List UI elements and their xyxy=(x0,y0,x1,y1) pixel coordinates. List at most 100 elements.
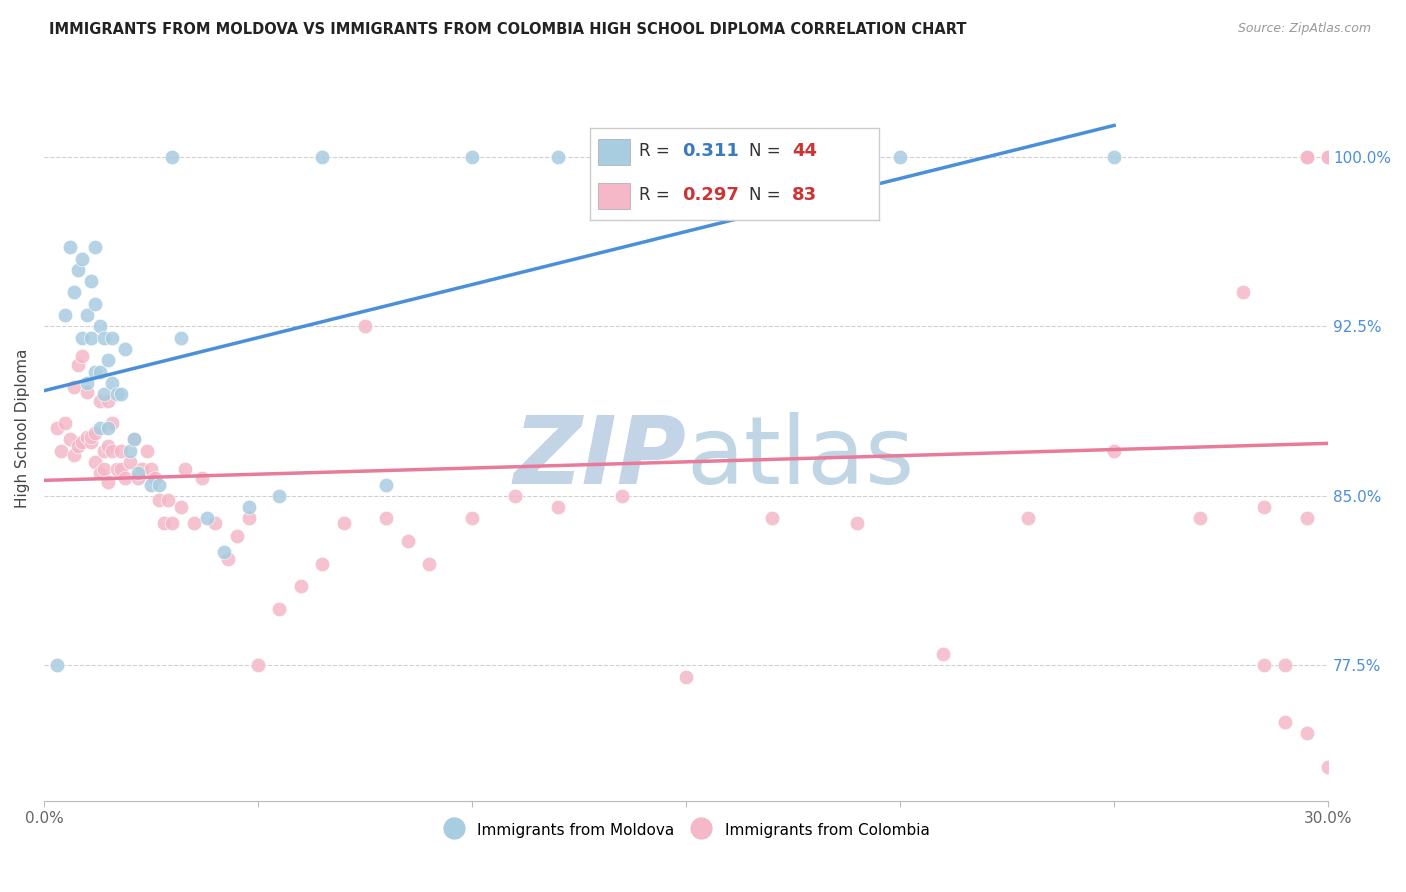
Point xyxy=(1339,150,1361,164)
Point xyxy=(53,417,76,431)
Point xyxy=(1295,511,1317,525)
Point xyxy=(1274,658,1296,673)
Point xyxy=(89,364,111,378)
Point xyxy=(101,330,124,344)
Point xyxy=(139,461,162,475)
Point xyxy=(191,471,214,485)
Point xyxy=(1317,150,1340,164)
Point xyxy=(84,240,107,254)
Text: ZIP: ZIP xyxy=(513,412,686,504)
Point xyxy=(1102,150,1125,164)
Point xyxy=(67,439,90,453)
Point xyxy=(217,552,239,566)
Point xyxy=(93,387,115,401)
Point xyxy=(675,670,697,684)
Point xyxy=(89,421,111,435)
Point xyxy=(76,308,98,322)
Text: Source: ZipAtlas.com: Source: ZipAtlas.com xyxy=(1237,22,1371,36)
Point xyxy=(53,308,76,322)
Point xyxy=(63,380,86,394)
Point xyxy=(170,500,193,515)
Point xyxy=(72,434,94,449)
Point xyxy=(89,319,111,334)
Point xyxy=(761,511,783,525)
Point xyxy=(114,342,136,356)
Text: 0.311: 0.311 xyxy=(682,142,740,160)
Point xyxy=(932,647,955,661)
Point xyxy=(162,150,184,164)
Y-axis label: High School Diploma: High School Diploma xyxy=(15,348,30,508)
Point xyxy=(84,455,107,469)
Point xyxy=(503,489,526,503)
Point xyxy=(375,477,398,491)
Point xyxy=(93,443,115,458)
Point xyxy=(1274,714,1296,729)
Point xyxy=(461,150,484,164)
Text: 83: 83 xyxy=(792,186,817,204)
Point xyxy=(76,384,98,399)
Point xyxy=(63,285,86,300)
Point xyxy=(122,432,145,446)
Point xyxy=(84,296,107,310)
FancyBboxPatch shape xyxy=(599,139,630,165)
Point xyxy=(76,376,98,390)
Text: 44: 44 xyxy=(792,142,817,160)
Point xyxy=(889,150,911,164)
Point xyxy=(122,432,145,446)
Point xyxy=(89,393,111,408)
Point xyxy=(238,500,260,515)
Point xyxy=(311,557,333,571)
Point xyxy=(80,434,103,449)
Text: atlas: atlas xyxy=(686,412,914,504)
Point xyxy=(97,421,120,435)
Point xyxy=(143,471,166,485)
Point xyxy=(1360,150,1382,164)
Point xyxy=(93,461,115,475)
Point xyxy=(110,387,132,401)
Point xyxy=(547,500,569,515)
Point xyxy=(290,579,312,593)
Point xyxy=(97,439,120,453)
Point xyxy=(89,467,111,481)
Point xyxy=(225,529,247,543)
Point xyxy=(1232,285,1254,300)
Point xyxy=(72,252,94,266)
Point xyxy=(148,477,170,491)
Point xyxy=(269,602,291,616)
Point xyxy=(118,443,141,458)
Point xyxy=(118,455,141,469)
Point xyxy=(135,443,157,458)
Point xyxy=(93,330,115,344)
Point xyxy=(246,658,269,673)
Point xyxy=(170,330,193,344)
Point xyxy=(110,443,132,458)
Point xyxy=(375,511,398,525)
Point xyxy=(114,471,136,485)
Point xyxy=(547,150,569,164)
Point xyxy=(139,477,162,491)
Point xyxy=(461,511,484,525)
FancyBboxPatch shape xyxy=(599,183,630,210)
Point xyxy=(1253,658,1275,673)
Text: R =: R = xyxy=(638,142,675,160)
Point xyxy=(84,425,107,440)
Point xyxy=(76,430,98,444)
Point xyxy=(1188,511,1211,525)
Text: IMMIGRANTS FROM MOLDOVA VS IMMIGRANTS FROM COLOMBIA HIGH SCHOOL DIPLOMA CORRELAT: IMMIGRANTS FROM MOLDOVA VS IMMIGRANTS FR… xyxy=(49,22,967,37)
Point xyxy=(238,511,260,525)
Point xyxy=(183,516,205,530)
Legend: Immigrants from Moldova, Immigrants from Colombia: Immigrants from Moldova, Immigrants from… xyxy=(436,814,936,846)
Point xyxy=(174,461,197,475)
Text: 0.297: 0.297 xyxy=(682,186,740,204)
Point xyxy=(45,658,67,673)
Point xyxy=(127,467,149,481)
Point xyxy=(110,461,132,475)
Point xyxy=(67,358,90,372)
Point xyxy=(101,417,124,431)
Text: R =: R = xyxy=(638,186,675,204)
Point xyxy=(67,262,90,277)
Point xyxy=(97,475,120,490)
Point xyxy=(101,443,124,458)
Point xyxy=(195,511,218,525)
Point xyxy=(846,516,869,530)
